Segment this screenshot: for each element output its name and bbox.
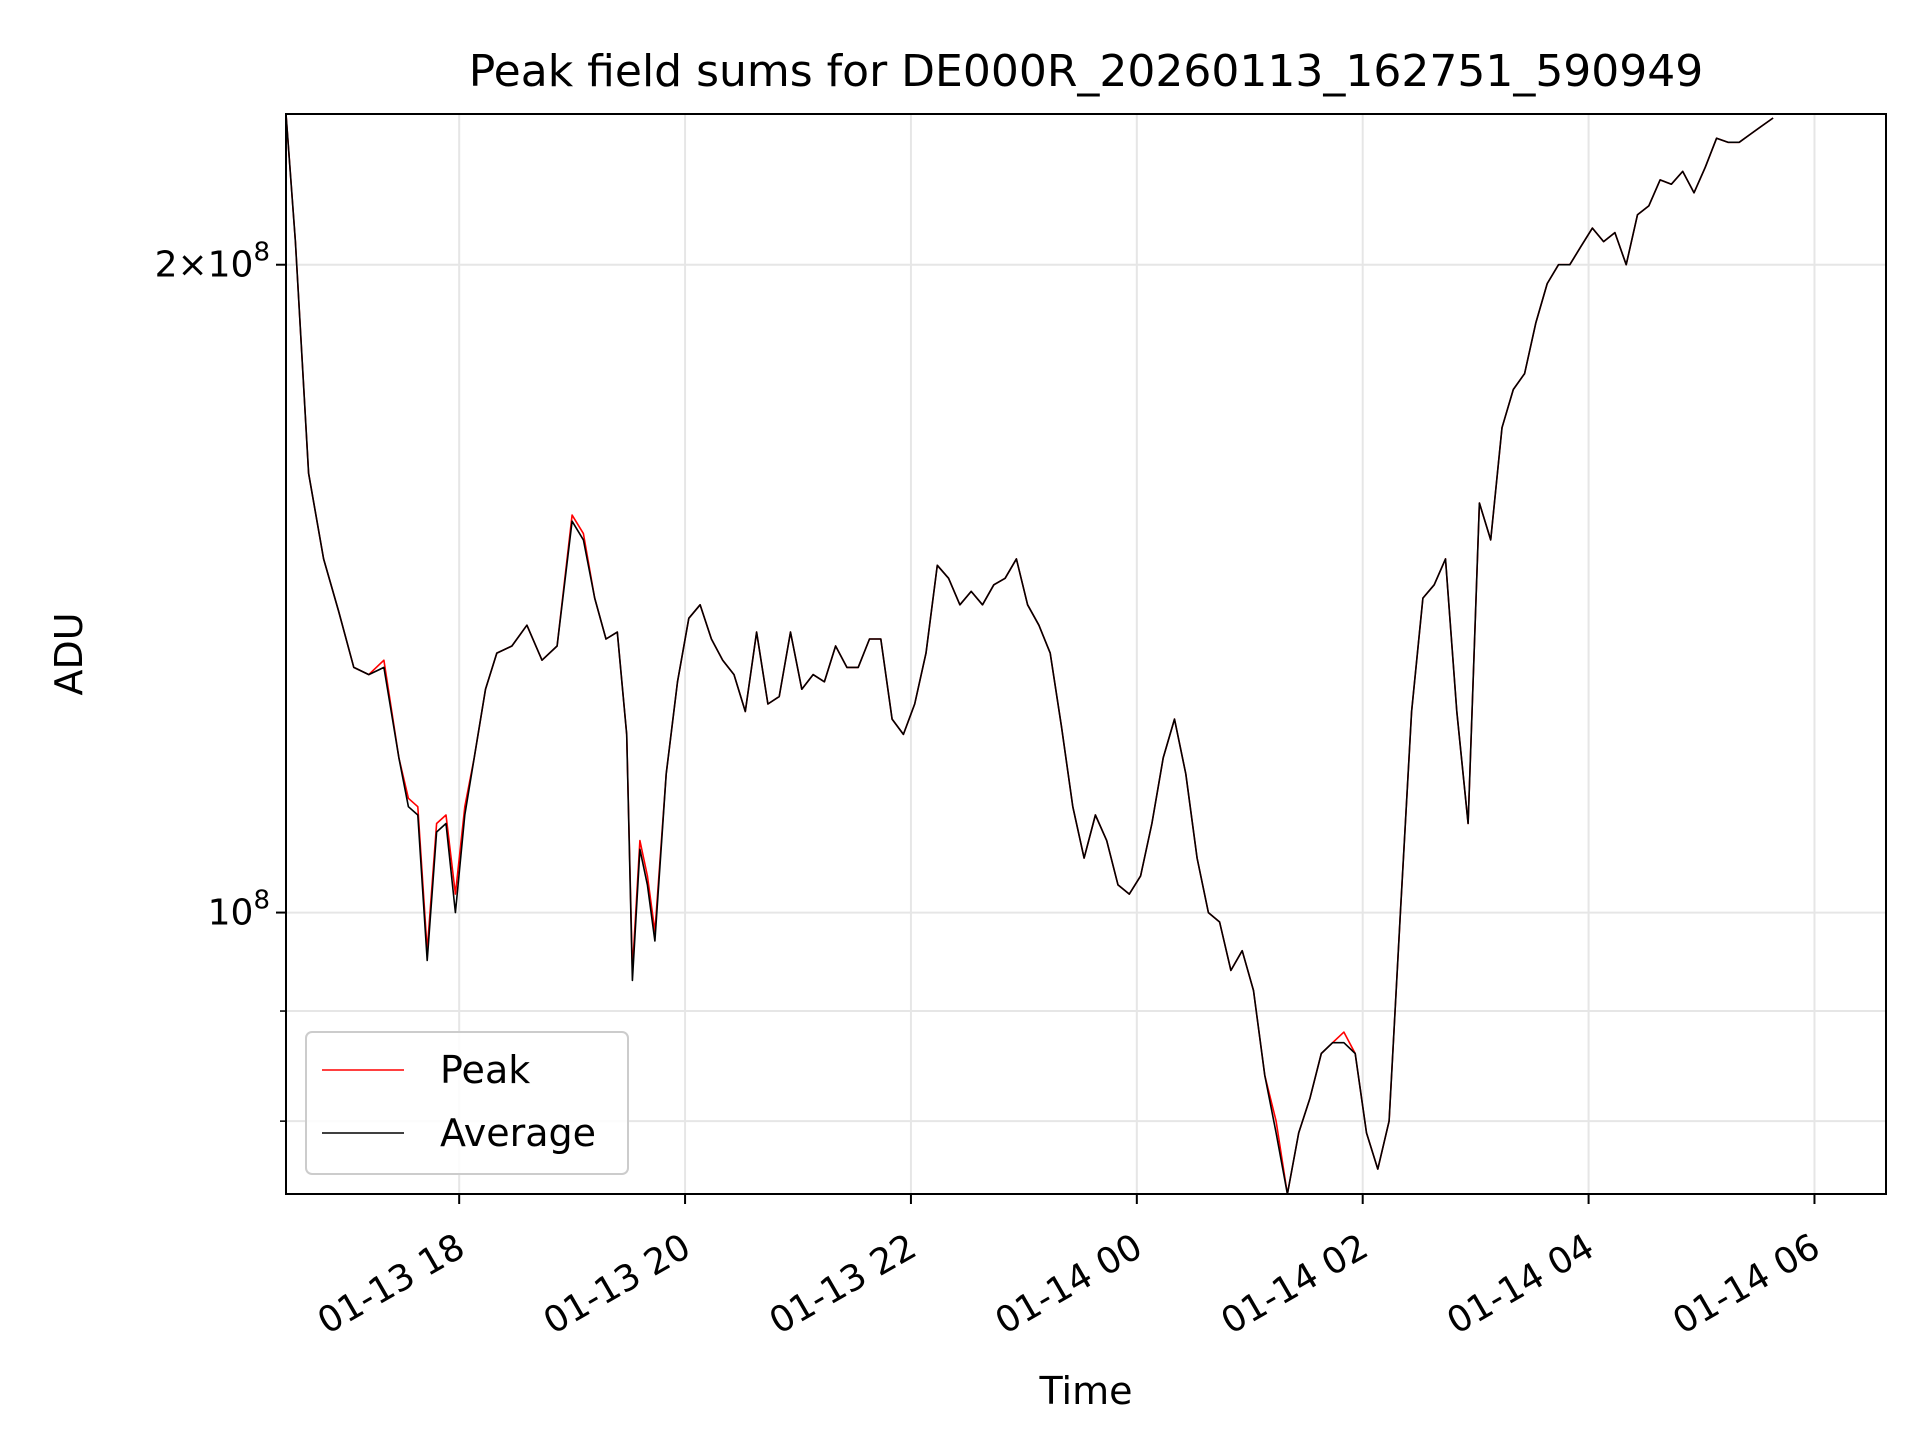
x-axis-label: Time (1039, 1369, 1133, 1413)
chart-title: Peak field sums for DE000R_20260113_1627… (469, 46, 1704, 97)
legend-box (305, 1031, 629, 1175)
series-lines (286, 114, 1774, 1194)
legend: Peak Average (305, 1031, 629, 1175)
legend-label-peak: Peak (440, 1048, 530, 1092)
legend-label-average: Average (440, 1111, 596, 1155)
series-line-average (286, 114, 1774, 1194)
y-axis-ticks: 108 2×108 (155, 238, 286, 1122)
grid-lines (286, 114, 1886, 1194)
y-tick-label: 108 (208, 886, 270, 934)
y-axis-label: ADU (47, 612, 91, 695)
y-tick-label: 2×108 (155, 238, 270, 286)
plot-frame (285, 113, 1887, 1195)
